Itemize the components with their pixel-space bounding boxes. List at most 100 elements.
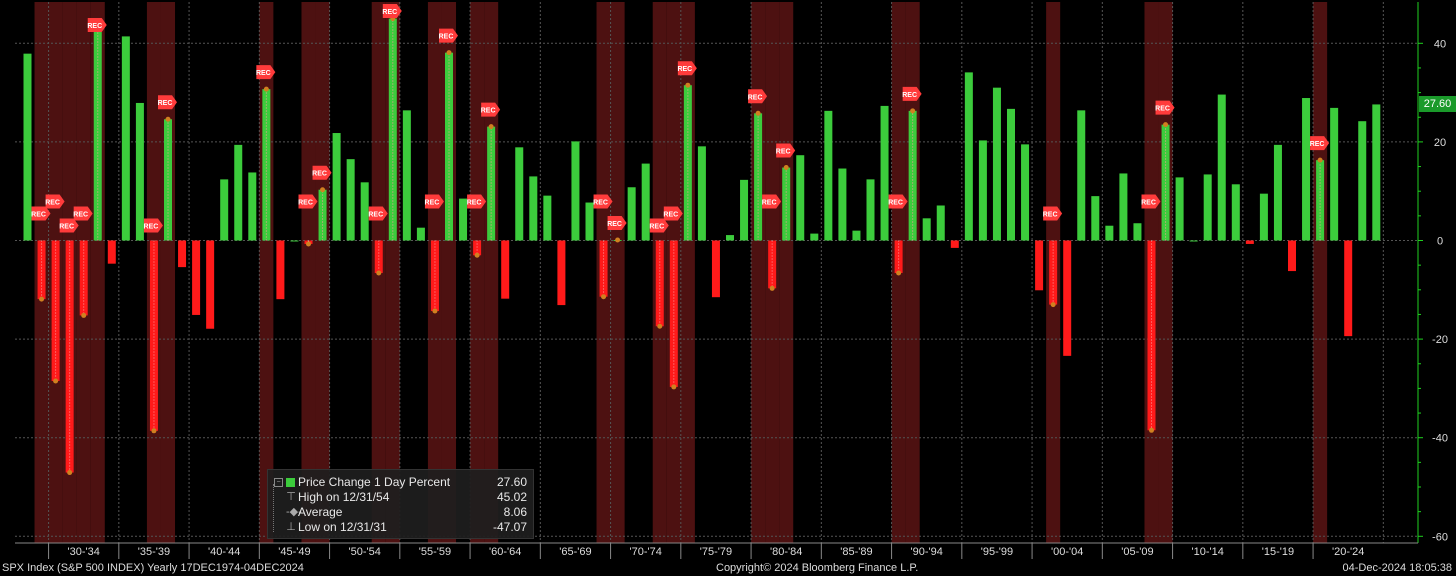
bar-2020 <box>1316 160 1325 241</box>
x-tick-label: '80-'84 <box>770 546 802 558</box>
low-marker-icon: ⊥ <box>286 521 296 533</box>
bar-1954 <box>388 18 397 241</box>
bar-2014 <box>1231 184 1240 241</box>
rec-flag-shape <box>45 194 65 209</box>
bar-1999 <box>1021 144 1030 241</box>
bar-2012 <box>1203 174 1212 241</box>
rec-flag-shape <box>593 194 613 209</box>
rec-point <box>474 252 480 258</box>
rec-flag-label: REC <box>888 200 903 207</box>
rec-point <box>39 296 45 302</box>
rec-flag-label: REC <box>158 100 173 107</box>
bar-1962 <box>501 240 510 299</box>
rec-flag-label: REC <box>677 66 692 73</box>
y-tick-label: 0 <box>1437 236 1443 248</box>
bar-1993 <box>936 205 945 241</box>
bar-1942 <box>220 179 229 241</box>
bar-1972 <box>641 163 650 241</box>
rec-point <box>910 108 916 114</box>
rec-point <box>376 270 382 276</box>
rec-flag-1954: REC <box>382 4 402 18</box>
bar-2003 <box>1077 110 1086 241</box>
rec-point <box>165 116 171 122</box>
rec-point <box>151 428 157 434</box>
rec-flag-label: REC <box>481 108 496 115</box>
rec-flag-shape <box>298 194 318 209</box>
bar-2006 <box>1119 173 1128 241</box>
bar-2023 <box>1358 121 1367 241</box>
bar-2005 <box>1105 225 1114 241</box>
legend-low-row: ⊥ Low on 12/31/31 -47.07 <box>272 520 527 535</box>
rec-flag-label: REC <box>73 212 88 219</box>
footer-copyright: Copyright© 2024 Bloomberg Finance L.P. <box>716 562 919 574</box>
legend-average-label: Average <box>298 505 343 519</box>
rec-flag-shape <box>382 4 402 18</box>
rec-point <box>685 82 691 88</box>
rec-point <box>81 312 87 318</box>
bars <box>23 18 1381 473</box>
rec-flag-1930: REC <box>45 194 65 209</box>
rec-flag-shape <box>59 218 79 233</box>
rec-flag-1958: REC <box>439 28 458 43</box>
rec-flag-shape <box>143 218 163 233</box>
rec-flag-shape <box>87 18 107 32</box>
x-tick-label: '70-'74 <box>630 546 662 558</box>
rec-point <box>783 165 789 171</box>
x-tick-label: '00-'04 <box>1051 546 1083 558</box>
rec-flag-shape <box>663 206 683 221</box>
y-tick-label: 20 <box>1434 137 1446 149</box>
bar-1995 <box>964 72 973 241</box>
rec-flag-label: REC <box>144 224 159 231</box>
rec-flag-shape <box>1043 206 1063 221</box>
bar-1974 <box>669 240 678 387</box>
bar-1994 <box>950 240 959 248</box>
bar-1963 <box>515 147 524 241</box>
bar-1957 <box>430 240 439 311</box>
y-tick-label: -40 <box>1432 433 1448 445</box>
rec-point <box>1317 157 1323 163</box>
high-marker-icon: ⊤ <box>286 491 296 503</box>
recession-band-1960 <box>470 2 485 543</box>
y-axis: 40 20 0 -20 -40 -60 <box>1417 2 1448 543</box>
rec-flag-shape <box>762 194 782 209</box>
rec-flag-shape <box>1141 194 1161 209</box>
rec-flag-1982: REC <box>776 143 796 158</box>
rec-flag-1970: REC <box>607 216 627 231</box>
rec-flag-label: REC <box>59 224 74 231</box>
bar-1964 <box>529 176 538 241</box>
bar-1951 <box>346 159 355 241</box>
rec-flag-shape <box>481 102 501 117</box>
x-tick-label: '45-'49 <box>278 546 310 558</box>
recession-band-1980 <box>751 2 766 543</box>
bar-1949 <box>318 189 327 241</box>
average-marker-icon: -◆- <box>286 506 302 518</box>
bar-1947 <box>290 240 299 242</box>
x-tick-label: '30-'34 <box>68 546 100 558</box>
bar-2001 <box>1049 240 1058 305</box>
collapse-icon[interactable]: − <box>274 478 283 487</box>
rec-flag-1933: REC <box>87 18 107 32</box>
rec-flag-label: REC <box>607 221 622 228</box>
rec-point <box>1050 302 1056 308</box>
bar-2007 <box>1133 223 1142 241</box>
rec-flag-1974: REC <box>663 206 683 221</box>
bar-1959 <box>459 198 468 241</box>
bar-1946 <box>276 240 285 300</box>
bar-2016 <box>1259 193 1268 241</box>
legend-series-row[interactable]: − Price Change 1 Day Percent 27.60 <box>272 475 527 490</box>
recession-band-1949 <box>315 2 330 543</box>
recession-band-2009 <box>1158 2 1173 543</box>
y-tick-label: 40 <box>1434 38 1446 50</box>
x-tick-label: '85-'89 <box>840 546 872 558</box>
bar-2019 <box>1302 98 1311 241</box>
rec-flag-1957: REC <box>425 194 444 209</box>
legend[interactable]: − Price Change 1 Day Percent 27.60 ⊤ Hig… <box>267 469 534 539</box>
bar-1992 <box>922 218 931 241</box>
bar-2000 <box>1035 240 1044 291</box>
bar-2011 <box>1189 240 1198 242</box>
rec-flag-shape <box>467 194 487 209</box>
recession-band-1938 <box>160 2 176 543</box>
rec-point <box>53 378 59 384</box>
bar-1928 <box>23 53 32 241</box>
